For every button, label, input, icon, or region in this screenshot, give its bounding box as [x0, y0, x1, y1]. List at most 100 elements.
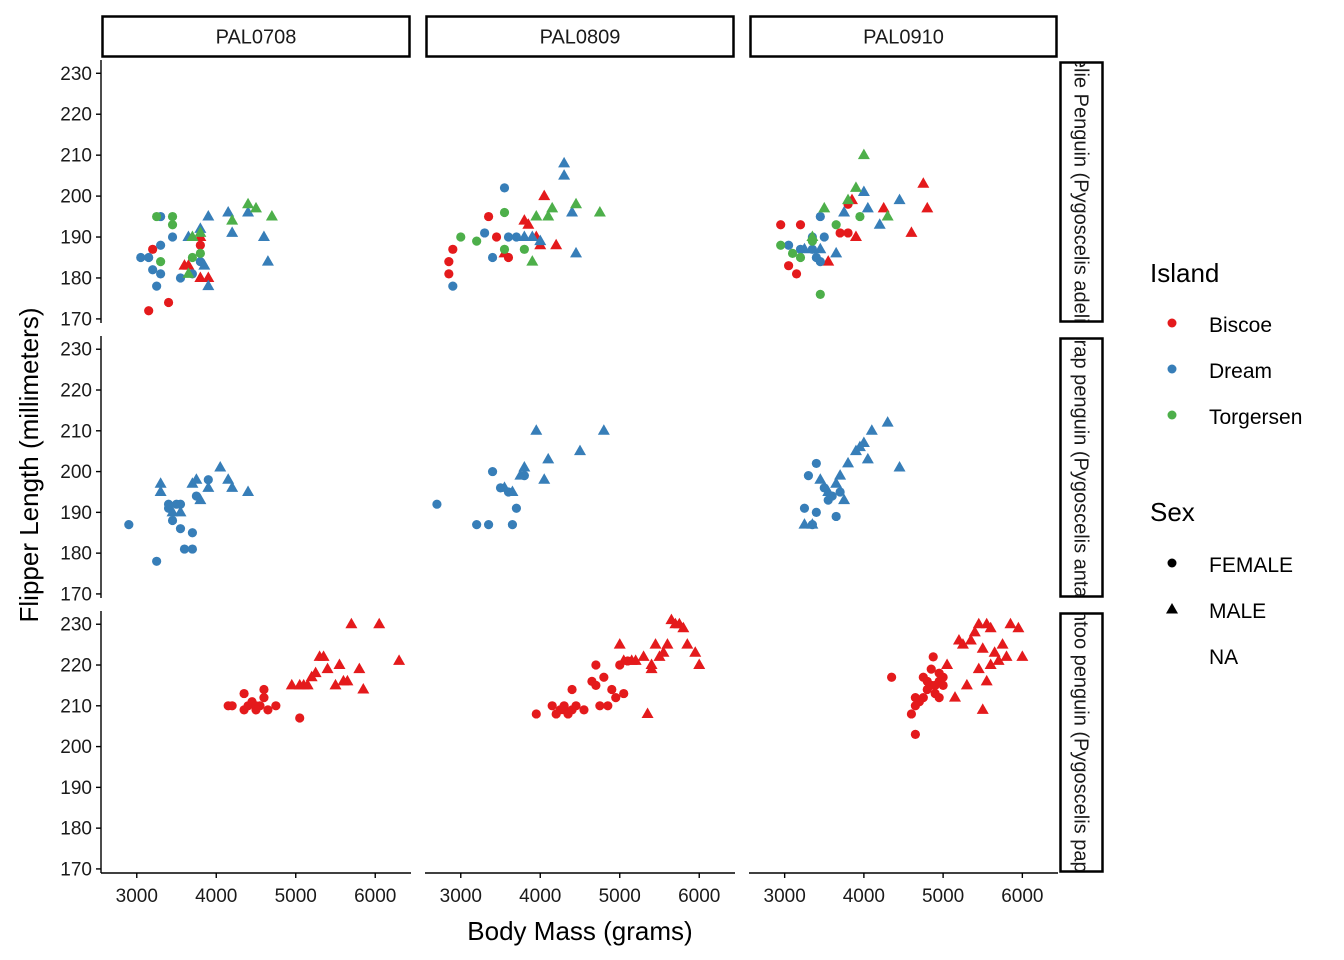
strip-row-2: Chinstrap penguin (Pygoscelis antarctica…	[1059, 283, 1104, 652]
point-male-biscoe	[956, 638, 969, 649]
point-female-torgersen	[499, 244, 510, 254]
point-female-dream	[163, 499, 174, 509]
point-male-dream	[558, 169, 571, 180]
panel-PAL0910-row-1	[776, 148, 934, 299]
column-strips: PAL0708 PAL0809 PAL0910	[101, 15, 1058, 58]
y-tick-label: 210	[60, 421, 92, 442]
point-female-biscoe	[259, 684, 269, 695]
point-male-biscoe	[202, 271, 215, 282]
point-male-biscoe	[689, 646, 702, 657]
point-female-biscoe	[595, 701, 605, 711]
legend-sex-male-label: MALE	[1209, 600, 1266, 623]
point-male-dream	[498, 481, 511, 492]
point-male-dream	[202, 279, 215, 291]
point-male-dream	[838, 205, 851, 217]
point-female-biscoe	[591, 660, 601, 670]
legend-island-torgersen-label: Torgersen	[1209, 406, 1302, 429]
point-female-torgersen	[855, 211, 865, 222]
point-female-biscoe	[559, 701, 569, 711]
y-tick-label: 230	[60, 615, 92, 636]
point-female-biscoe	[259, 693, 269, 703]
point-male-dream	[893, 460, 906, 472]
point-female-biscoe	[239, 688, 249, 699]
point-male-biscoe	[285, 678, 298, 690]
panel-PAL0910-row-2	[798, 416, 906, 530]
strip-row-label: Chinstrap penguin (Pygoscelis antarctica…	[1070, 283, 1092, 652]
point-female-dream	[799, 503, 810, 513]
point-male-biscoe	[921, 201, 934, 213]
point-male-biscoe	[194, 271, 207, 282]
y-tick-label: 210	[60, 146, 92, 167]
point-female-biscoe	[603, 701, 613, 711]
point-male-biscoe	[905, 226, 918, 237]
point-female-biscoe	[784, 261, 794, 271]
y-tick-label: 170	[60, 859, 92, 880]
point-male-biscoe	[1004, 617, 1017, 629]
point-male-dream	[822, 485, 835, 496]
panel-PAL0708-row-3	[223, 617, 406, 723]
point-male-dream	[506, 485, 519, 496]
point-female-dream	[499, 183, 510, 193]
point-female-biscoe	[887, 672, 897, 682]
point-male-torgersen	[530, 210, 543, 221]
point-female-dream	[203, 475, 213, 485]
point-female-dream	[136, 252, 146, 263]
point-female-torgersen	[499, 207, 510, 218]
legend-sex-male-key	[1166, 603, 1178, 614]
point-female-torgersen	[156, 256, 166, 267]
strip-box	[425, 15, 735, 58]
strip-col-label: PAL0708	[216, 27, 297, 49]
point-male-torgersen	[250, 201, 262, 213]
point-female-biscoe	[195, 240, 205, 250]
strip-box	[1059, 61, 1104, 323]
point-male-biscoe	[341, 674, 354, 686]
point-male-biscoe	[657, 646, 670, 657]
point-female-biscoe	[926, 664, 936, 674]
point-female-torgersen	[831, 220, 841, 230]
point-female-biscoe	[567, 684, 577, 695]
point-female-biscoe	[910, 729, 920, 739]
point-male-dream	[830, 246, 843, 258]
point-male-dream	[518, 230, 531, 242]
panel-PAL0809-row-2	[432, 424, 610, 530]
point-female-dream	[784, 240, 794, 250]
point-male-dream	[798, 518, 811, 529]
point-female-dream	[448, 281, 458, 291]
point-female-torgersen	[167, 220, 178, 230]
panel-PAL0809-row-1	[444, 156, 606, 291]
strip-col-PAL0910: PAL0910	[749, 15, 1058, 58]
point-male-biscoe	[637, 650, 650, 661]
legend-island-biscoe-label: Biscoe	[1209, 314, 1272, 337]
point-female-dream	[487, 252, 498, 263]
legend-island-dream-key	[1167, 364, 1177, 374]
point-male-biscoe	[393, 654, 406, 665]
strip-row-1: Adelie Penguin (Pygoscelis adeliae)	[1059, 61, 1104, 323]
point-female-dream	[167, 515, 178, 526]
x-tick-label: 5000	[922, 886, 964, 907]
point-male-biscoe	[538, 189, 551, 201]
point-male-dream	[574, 444, 586, 456]
point-male-dream	[597, 424, 610, 435]
point-male-dream	[514, 469, 527, 480]
point-female-dream	[179, 544, 190, 554]
point-male-dream	[202, 481, 215, 492]
x-tick-label: 3000	[764, 886, 806, 907]
y-tick-label: 190	[60, 503, 92, 524]
point-female-biscoe	[295, 713, 305, 723]
legend-sex-female: FEMALE	[1167, 554, 1293, 577]
point-male-biscoe	[333, 658, 346, 670]
point-male-dream	[806, 518, 819, 529]
axes: 170 180 190 200 210 220 230 170 180 190 200 210 220 2…	[60, 60, 1058, 907]
point-female-biscoe	[547, 701, 557, 711]
point-female-biscoe	[938, 680, 948, 691]
point-female-dream	[156, 240, 166, 250]
point-female-biscoe	[791, 269, 802, 279]
point-female-dream	[167, 232, 178, 242]
point-male-biscoe	[984, 658, 997, 670]
x-tick-label: 5000	[599, 886, 641, 907]
point-female-dream	[156, 269, 166, 279]
point-male-biscoe	[518, 214, 531, 225]
point-male-dream	[526, 230, 539, 242]
strip-col-PAL0809: PAL0809	[425, 15, 735, 58]
point-male-torgersen	[570, 197, 583, 209]
